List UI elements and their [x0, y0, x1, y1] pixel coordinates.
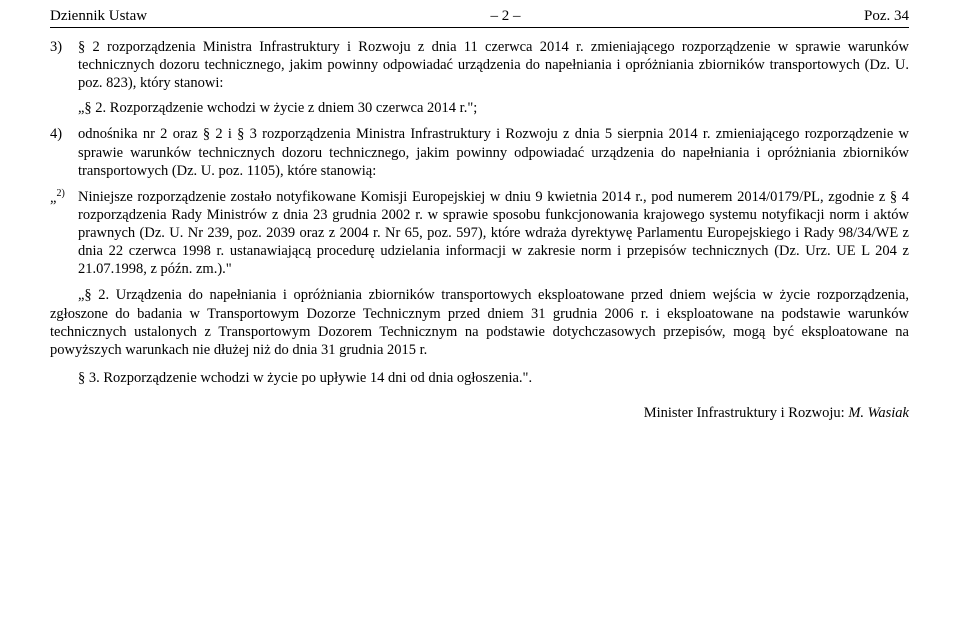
header-right: Poz. 34 [864, 8, 909, 25]
list-num-3: 3) [50, 38, 78, 92]
signature-line: Minister Infrastruktury i Rozwoju: M. Wa… [50, 405, 909, 422]
page-header: Dziennik Ustaw – 2 – Poz. 34 [50, 8, 909, 28]
footnote-body: Niniejsze rozporządzenie zostało notyfik… [78, 188, 909, 279]
paragraph-3: § 3. Rozporządzenie wchodzi w życie po u… [50, 369, 909, 387]
list-item-3: 3) § 2 rozporządzenia Ministra Infrastru… [50, 38, 909, 92]
list-body-3: § 2 rozporządzenia Ministra Infrastruktu… [78, 38, 909, 92]
footnote-block: „2) Niniejsze rozporządzenie zostało not… [50, 188, 909, 279]
list-num-4: 4) [50, 125, 78, 179]
signature-name: M. Wasiak [848, 405, 909, 421]
header-left: Dziennik Ustaw [50, 8, 147, 25]
paragraph-2: „§ 2. Urządzenia do napełniania i opróżn… [50, 286, 909, 359]
header-center: – 2 – [491, 8, 521, 25]
signature-title: Minister Infrastruktury i Rozwoju: [644, 405, 849, 421]
footnote-num: „2) [50, 188, 78, 279]
list-item-4: 4) odnośnika nr 2 oraz § 2 i § 3 rozporz… [50, 125, 909, 179]
list-body-4: odnośnika nr 2 oraz § 2 i § 3 rozporządz… [78, 125, 909, 179]
quote-3: „§ 2. Rozporządzenie wchodzi w życie z d… [78, 100, 909, 117]
